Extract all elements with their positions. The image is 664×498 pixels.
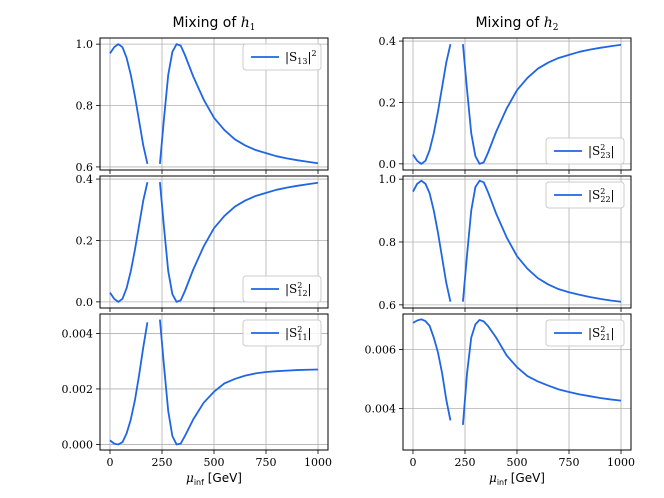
y-tick-label: 0.002 <box>62 383 94 396</box>
series-line-left <box>109 322 149 446</box>
x-tick-label: 1000 <box>607 456 635 469</box>
legend-box <box>545 181 625 209</box>
legend-box <box>545 319 625 347</box>
legend: |S2 23| <box>545 137 625 165</box>
x-tick-label: 500 <box>204 456 225 469</box>
legend: |S2 12| <box>242 275 322 303</box>
x-tick-label: 250 <box>454 456 475 469</box>
y-tick-label: 0.8 <box>379 236 397 249</box>
series-line-right <box>159 181 319 303</box>
series-line-right <box>462 43 622 165</box>
x-tick-label: 500 <box>507 456 528 469</box>
legend-box <box>242 275 322 303</box>
legend: |S13|2 <box>242 43 322 71</box>
series-line-left <box>109 181 149 303</box>
subplot-title: Mixing of h2 <box>475 15 558 33</box>
legend-label: |S2 11| <box>285 325 312 342</box>
x-tick-label: 250 <box>151 456 172 469</box>
y-tick-label: 1.0 <box>76 38 94 51</box>
legend-label: |S13|2 <box>285 49 317 66</box>
y-tick-label: 0.0 <box>76 296 94 309</box>
y-tick-label: 0.6 <box>76 161 94 174</box>
series-line-left <box>109 43 149 165</box>
x-tick-label: 750 <box>559 456 580 469</box>
y-tick-label: 0.000 <box>62 438 94 451</box>
y-tick-label: 0.4 <box>76 173 94 186</box>
x-axis-label: μinf [GeV] <box>186 471 242 487</box>
legend: |S2 22| <box>545 181 625 209</box>
series-line-right <box>462 319 622 425</box>
x-axis-label: μinf [GeV] <box>489 471 545 487</box>
series-line-left <box>412 179 452 302</box>
legend-box <box>545 137 625 165</box>
x-tick-label: 0 <box>409 456 416 469</box>
subplot-p2: 0.0 0.2 0.4 |S2 12| <box>76 173 329 312</box>
series-line-right <box>159 43 319 165</box>
x-tick-label: 0 <box>106 456 113 469</box>
y-tick-label: 0.004 <box>365 403 397 416</box>
legend-label: |S2 21| <box>588 325 615 342</box>
subplot-p0: 0.6 0.8 1.0 Mixing of h1 |S13|2 <box>76 15 329 174</box>
legend: |S2 21| <box>545 319 625 347</box>
y-tick-label: 1.0 <box>379 173 397 186</box>
series-line-left <box>412 318 452 421</box>
legend-label: |S2 23| <box>588 143 615 160</box>
legend-label: |S2 22| <box>588 187 615 204</box>
legend-box <box>242 43 322 71</box>
subplot-p3: 0.6 0.8 1.0 |S2 22| <box>379 173 632 312</box>
y-tick-label: 0.6 <box>379 299 397 312</box>
x-tick-label: 750 <box>256 456 277 469</box>
legend-label: |S2 12| <box>285 281 312 298</box>
legend-box <box>242 319 322 347</box>
series-line-right <box>159 319 319 446</box>
x-tick-label: 1000 <box>304 456 332 469</box>
series-line-left <box>412 43 452 165</box>
legend: |S2 11| <box>242 319 322 347</box>
subplot-p1: 0.0 0.2 0.4 Mixing of h2 |S2 23| <box>379 15 632 174</box>
subplot-p4: 0.000 0.002 0.004 0 250 500 750 1000 μinf [GeV] |… <box>62 313 332 487</box>
y-tick-label: 0.006 <box>365 343 397 356</box>
y-tick-label: 0.4 <box>379 35 397 48</box>
series-line-right <box>462 179 622 303</box>
y-tick-label: 0.8 <box>76 100 94 113</box>
subplot-title: Mixing of h1 <box>172 15 255 33</box>
y-tick-label: 0.2 <box>379 96 397 109</box>
y-tick-label: 0.2 <box>76 234 94 247</box>
y-tick-label: 0.0 <box>379 158 397 171</box>
y-tick-label: 0.004 <box>62 327 94 340</box>
subplot-p5: 0.004 0.006 0 250 500 750 1000 μinf [GeV] |S2 21| <box>365 313 635 487</box>
